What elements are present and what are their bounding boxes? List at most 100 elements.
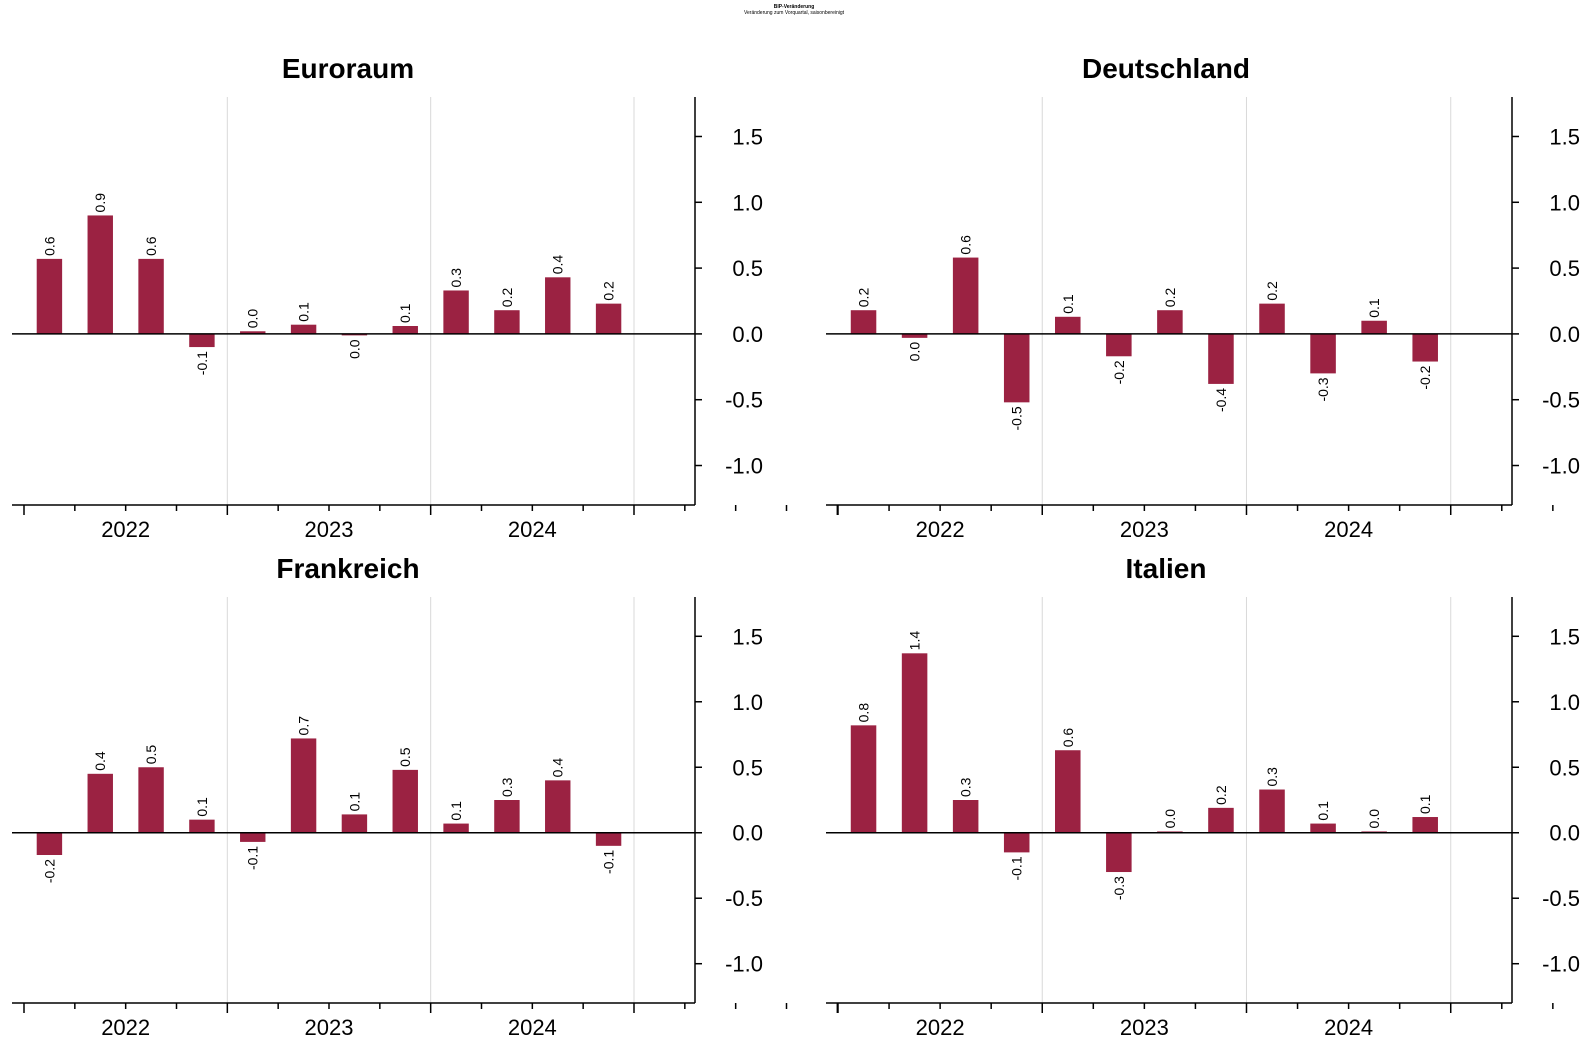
bar-label: -0.4 xyxy=(1213,388,1229,412)
bar xyxy=(595,832,622,846)
bar-label: 0.3 xyxy=(499,777,515,797)
panel-title: Frankreich xyxy=(276,553,419,584)
bar xyxy=(189,819,215,833)
panel-title: Euroraum xyxy=(282,53,414,84)
bar-label: 0.1 xyxy=(397,303,413,323)
y-tick-label: 1.0 xyxy=(1549,190,1580,215)
figure-title: BIP-Veränderung xyxy=(773,4,815,10)
bar xyxy=(901,333,928,338)
y-tick-label: 1.0 xyxy=(732,190,763,215)
bar xyxy=(1106,333,1132,357)
bar xyxy=(1310,333,1336,374)
bar xyxy=(392,769,418,833)
bar xyxy=(36,832,63,856)
bar-label: 0.2 xyxy=(1213,785,1229,805)
bar-label: 0.1 xyxy=(1366,298,1382,318)
bar-label: 0.2 xyxy=(601,281,617,301)
panel-title: Deutschland xyxy=(1082,53,1250,84)
y-tick-label: 1.5 xyxy=(732,124,763,149)
x-tick-label: 2023 xyxy=(1120,517,1169,542)
bar xyxy=(850,310,877,334)
bar xyxy=(1003,333,1030,403)
bar xyxy=(341,814,368,833)
x-tick-label: 2024 xyxy=(508,1015,557,1040)
bar xyxy=(1310,823,1336,833)
bar xyxy=(1157,310,1183,334)
bar-label: 0.5 xyxy=(397,747,413,767)
bar-label: 0.7 xyxy=(296,716,312,736)
bar xyxy=(240,331,266,334)
bar xyxy=(545,780,571,833)
y-tick-label: 1.0 xyxy=(732,690,763,715)
bar xyxy=(138,258,164,334)
bar-label: 0.4 xyxy=(92,751,108,771)
bar-label: -0.1 xyxy=(245,846,261,870)
bar xyxy=(240,832,266,842)
y-tick-label: 0.0 xyxy=(732,322,763,347)
bar-label: 0.6 xyxy=(1060,728,1076,748)
panel-italien: 1.5 1.0 0.5 0.0 -0.5 -1.0 2022 2023 2024 0.8 1.4 0.… xyxy=(826,553,1580,1040)
bar xyxy=(494,800,520,833)
x-tick-label: 2023 xyxy=(1120,1015,1169,1040)
bar-label: 0.3 xyxy=(448,268,464,288)
x-tick-label: 2022 xyxy=(916,517,965,542)
bar-label: 0.9 xyxy=(92,193,108,213)
bar-label: 0.6 xyxy=(958,235,974,255)
y-tick-label: 0.5 xyxy=(732,755,763,780)
y-tick-label: -1.0 xyxy=(725,454,763,479)
y-tick-label: 0.0 xyxy=(1549,821,1580,846)
bar xyxy=(952,800,979,833)
bar-label: 0.0 xyxy=(907,342,923,362)
bar-label: 0.2 xyxy=(1264,281,1280,301)
bar-label: 0.2 xyxy=(1162,288,1178,308)
y-tick-label: -1.0 xyxy=(1542,952,1580,977)
bar xyxy=(1412,333,1438,362)
bar xyxy=(290,324,317,334)
bar-label: -0.1 xyxy=(194,351,210,375)
panel-frankreich: 1.5 1.0 0.5 0.0 -0.5 -1.0 2022 2023 2024 -0.2 0.4 0… xyxy=(12,553,839,1040)
bar xyxy=(189,333,215,348)
bar xyxy=(595,303,622,334)
bar-label: 0.6 xyxy=(143,236,159,256)
y-tick-label: -0.5 xyxy=(725,886,763,911)
y-tick-label: 0.0 xyxy=(732,821,763,846)
figure-subtitle: Veränderung zum Vorquartal, saisonberein… xyxy=(743,10,845,16)
bar xyxy=(1208,333,1234,384)
bar-label: 0.8 xyxy=(856,703,872,723)
bar-label: 0.4 xyxy=(550,255,566,275)
bar-label: 0.3 xyxy=(1264,767,1280,787)
y-tick-label: 0.5 xyxy=(1549,755,1580,780)
panel-euroraum: 1.5 1.0 0.5 0.0 -0.5 -1.0 2022 2023 2024 0.6 0.9 0.… xyxy=(12,53,839,542)
bar-label: 0.1 xyxy=(296,302,312,322)
y-tick-label: -0.5 xyxy=(1542,388,1580,413)
x-tick-label: 2022 xyxy=(916,1015,965,1040)
bar-label: 0.5 xyxy=(143,745,159,765)
bar xyxy=(1259,303,1285,334)
bar xyxy=(1412,817,1438,833)
y-tick-label: 1.0 xyxy=(1549,690,1580,715)
y-tick-label: 0.0 xyxy=(1549,322,1580,347)
y-tick-label: -0.5 xyxy=(725,388,763,413)
bar xyxy=(138,767,164,833)
bar-label: -0.2 xyxy=(1111,360,1127,384)
x-tick-label: 2024 xyxy=(1324,517,1373,542)
x-tick-label: 2024 xyxy=(1324,1015,1373,1040)
bar xyxy=(443,823,469,833)
bar xyxy=(87,773,113,833)
y-tick-label: 1.5 xyxy=(1549,124,1580,149)
bar xyxy=(850,725,877,833)
y-tick-label: 0.5 xyxy=(1549,256,1580,281)
x-tick-label: 2022 xyxy=(101,1015,150,1040)
bar xyxy=(392,326,418,334)
bar-label: -0.3 xyxy=(1111,876,1127,900)
bar-label: 0.1 xyxy=(1315,801,1331,821)
bar-label: 0.0 xyxy=(245,309,261,329)
bar-label: -0.5 xyxy=(1009,406,1025,430)
y-tick-label: -1.0 xyxy=(725,952,763,977)
bar-label: 0.1 xyxy=(346,792,362,812)
bar-label: 0.1 xyxy=(1060,294,1076,314)
bar xyxy=(1361,320,1387,334)
bar-label: 0.1 xyxy=(1417,794,1433,814)
panel-deutschland: 1.5 1.0 0.5 0.0 -0.5 -1.0 2022 2023 2024 0.2 0.0 0.… xyxy=(826,53,1580,542)
